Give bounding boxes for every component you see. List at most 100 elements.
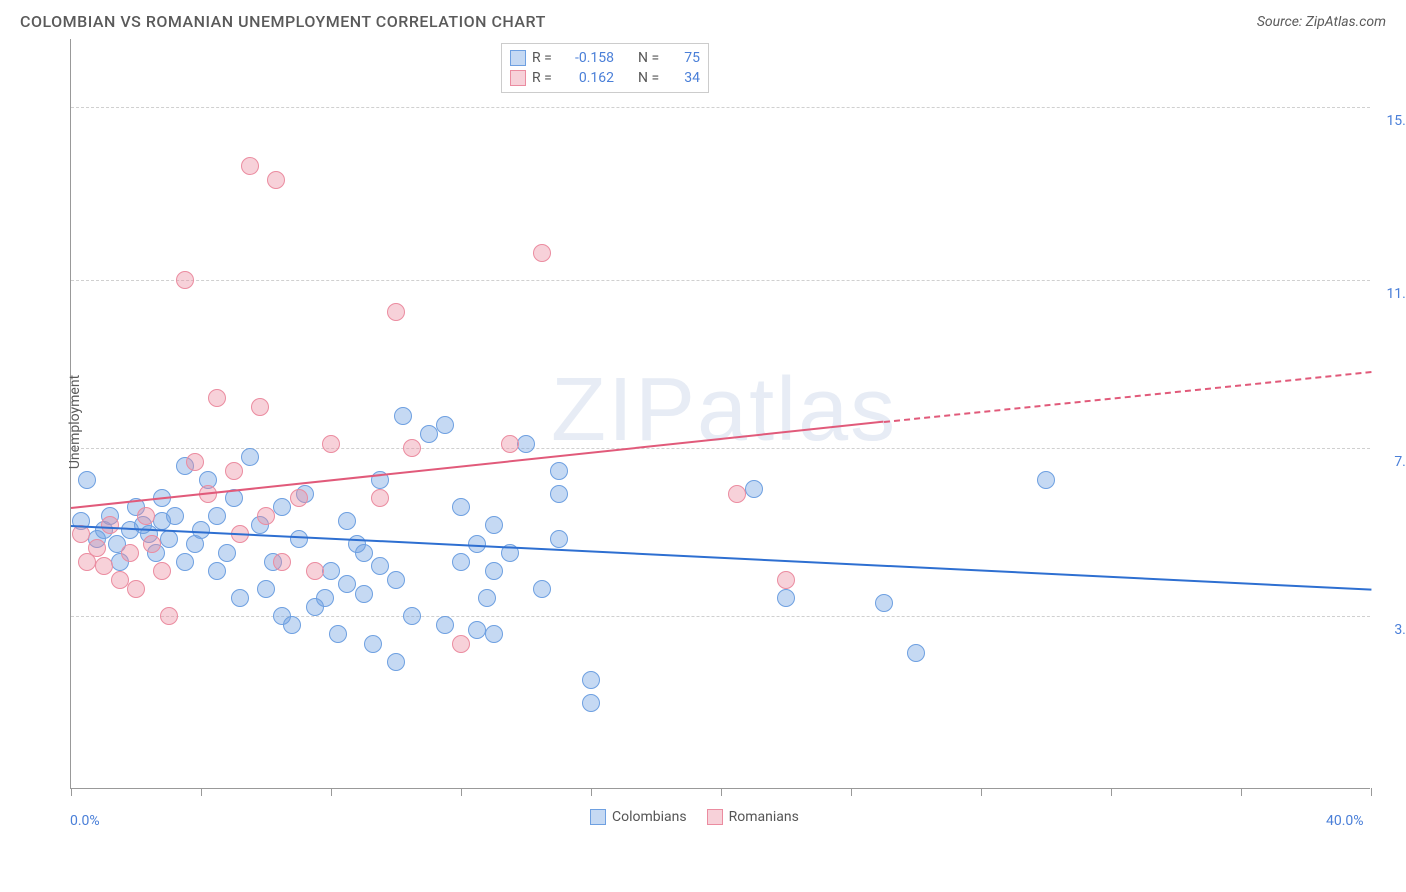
r-label: R = [532, 70, 558, 86]
scatter-point [348, 535, 366, 553]
scatter-point [176, 553, 194, 571]
scatter-point [322, 562, 340, 580]
scatter-point [550, 462, 568, 480]
scatter-point [550, 530, 568, 548]
gridline [71, 280, 1370, 281]
xtick [461, 788, 462, 796]
scatter-point [273, 498, 291, 516]
legend-item: Colombians [590, 809, 687, 825]
scatter-point [88, 539, 106, 557]
scatter-point [78, 471, 96, 489]
chart-title: COLOMBIAN VS ROMANIAN UNEMPLOYMENT CORRE… [20, 12, 546, 31]
scatter-point [478, 589, 496, 607]
scatter-point [582, 694, 600, 712]
gridline [71, 107, 1370, 108]
scatter-point [208, 507, 226, 525]
scatter-point [1037, 471, 1055, 489]
scatter-point [273, 553, 291, 571]
scatter-point [533, 580, 551, 598]
scatter-point [371, 489, 389, 507]
scatter-point [403, 607, 421, 625]
xtick [1371, 788, 1372, 796]
scatter-point [273, 607, 291, 625]
gridline [71, 448, 1370, 449]
scatter-point [452, 553, 470, 571]
scatter-point [468, 535, 486, 553]
scatter-point [582, 671, 600, 689]
xmax-label: 40.0% [1326, 813, 1364, 829]
chart-header: COLOMBIAN VS ROMANIAN UNEMPLOYMENT CORRE… [0, 0, 1406, 39]
scatter-point [875, 594, 893, 612]
n-value: 34 [670, 70, 700, 86]
scatter-point [231, 589, 249, 607]
ytick-label: 15.0% [1386, 113, 1406, 129]
scatter-point [218, 544, 236, 562]
scatter-point [394, 407, 412, 425]
scatter-point [208, 389, 226, 407]
scatter-point [166, 507, 184, 525]
scatter-point [121, 544, 139, 562]
scatter-point [745, 480, 763, 498]
scatter-point [241, 157, 259, 175]
scatter-point [452, 635, 470, 653]
stats-box: R =-0.158N =75R =0.162N =34 [501, 43, 709, 93]
ytick-label: 11.2% [1386, 286, 1406, 302]
r-label: R = [532, 50, 558, 66]
scatter-chart: 3.8%7.5%11.2%15.0%ZIPatlasR =-0.158N =75… [20, 39, 1400, 849]
scatter-point [387, 653, 405, 671]
scatter-point [436, 416, 454, 434]
scatter-point [143, 535, 161, 553]
gridline [71, 616, 1370, 617]
scatter-point [371, 557, 389, 575]
scatter-point [257, 580, 275, 598]
scatter-point [338, 512, 356, 530]
scatter-point [533, 244, 551, 262]
xtick [331, 788, 332, 796]
scatter-point [95, 557, 113, 575]
legend-label: Romanians [729, 809, 799, 825]
scatter-point [322, 435, 340, 453]
scatter-point [387, 571, 405, 589]
scatter-point [137, 507, 155, 525]
scatter-point [387, 303, 405, 321]
scatter-point [550, 485, 568, 503]
scatter-point [468, 621, 486, 639]
scatter-point [436, 616, 454, 634]
scatter-point [338, 575, 356, 593]
scatter-point [907, 644, 925, 662]
scatter-point [777, 571, 795, 589]
xtick [1241, 788, 1242, 796]
scatter-point [452, 498, 470, 516]
xtick [1111, 788, 1112, 796]
legend-swatch [590, 809, 606, 825]
scatter-point [355, 585, 373, 603]
legend-swatch [510, 70, 526, 86]
n-label: N = [638, 70, 664, 86]
scatter-point [186, 453, 204, 471]
xtick [591, 788, 592, 796]
scatter-point [176, 271, 194, 289]
xtick [721, 788, 722, 796]
scatter-point [329, 625, 347, 643]
scatter-point [316, 589, 334, 607]
scatter-point [290, 530, 308, 548]
legend-bottom: Colombians Romanians [590, 809, 799, 825]
scatter-point [728, 485, 746, 503]
scatter-point [290, 489, 308, 507]
scatter-point [364, 635, 382, 653]
scatter-point [306, 562, 324, 580]
legend-item: Romanians [707, 809, 799, 825]
xtick [981, 788, 982, 796]
scatter-point [501, 435, 519, 453]
legend-swatch [707, 809, 723, 825]
xtick [71, 788, 72, 796]
scatter-point [101, 516, 119, 534]
scatter-point [267, 171, 285, 189]
chart-source: Source: ZipAtlas.com [1257, 14, 1386, 30]
scatter-point [127, 580, 145, 598]
scatter-point [517, 435, 535, 453]
xmin-label: 0.0% [70, 813, 100, 829]
scatter-point [485, 625, 503, 643]
scatter-point [420, 425, 438, 443]
stats-row: R =-0.158N =75 [510, 48, 700, 68]
